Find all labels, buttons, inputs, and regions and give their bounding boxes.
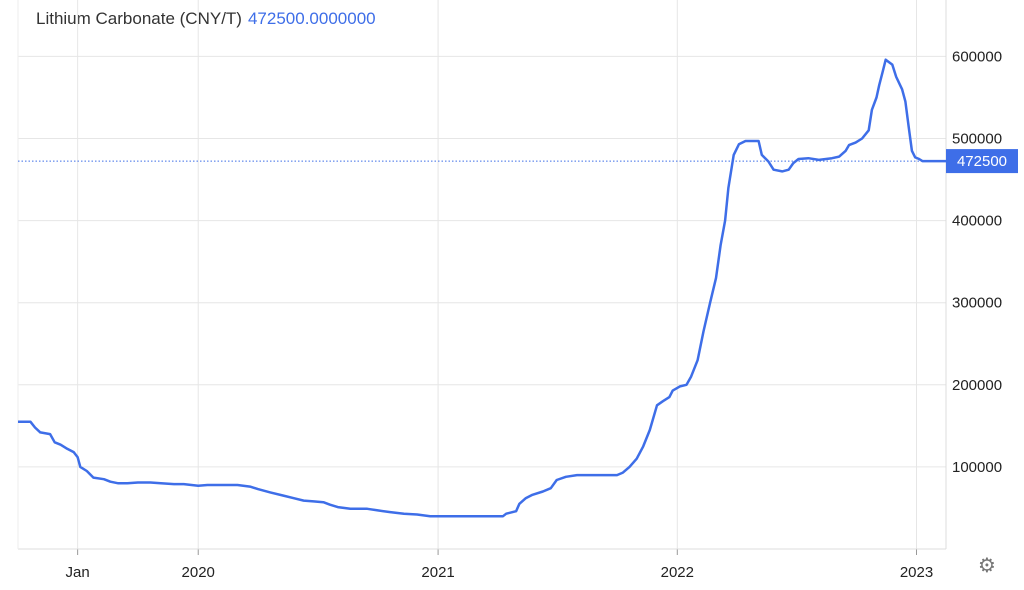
x-tick-label: Jan [66,564,90,581]
last-value-badge-label: 472500 [957,153,1007,170]
x-tick-label: 2021 [421,564,454,581]
y-tick-label: 400000 [952,213,1002,230]
x-tick-label: 2020 [182,564,215,581]
x-tick-label: 2022 [661,564,694,581]
y-tick-label: 500000 [952,131,1002,148]
chart-title: Lithium Carbonate (CNY/T) 472500.0000000 [36,9,376,29]
y-tick-label: 200000 [952,377,1002,394]
title-text: Lithium Carbonate (CNY/T) [36,9,242,28]
y-tick-label: 300000 [952,295,1002,312]
series-line [18,58,946,518]
gear-icon[interactable]: ⚙ [978,555,996,577]
y-tick-label: 100000 [952,459,1002,476]
x-tick-label: 2023 [900,564,933,581]
last-value-badge [946,149,1018,174]
last-value-text: 472500.0000000 [247,9,376,28]
y-tick-label: 600000 [952,48,1002,65]
